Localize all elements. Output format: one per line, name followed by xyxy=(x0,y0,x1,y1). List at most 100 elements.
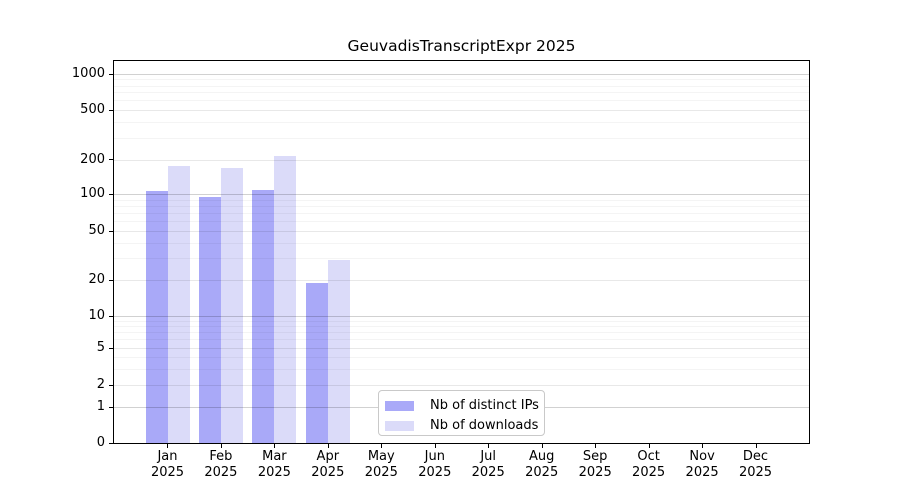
x-tick-month: Jul xyxy=(480,449,497,464)
grid-line xyxy=(114,258,809,260)
x-tick-mark xyxy=(328,444,329,448)
x-tick-mark xyxy=(649,444,650,448)
grid-line xyxy=(114,243,809,244)
x-tick-mark xyxy=(274,444,275,448)
x-tick-mark xyxy=(595,444,596,448)
x-tick-year: 2025 xyxy=(311,464,345,480)
y-tick-mark xyxy=(109,280,113,281)
x-tick-year: 2025 xyxy=(364,464,398,480)
x-tick-month: Mar xyxy=(262,449,287,464)
y-tick-label: 2 xyxy=(96,377,105,393)
x-tick-month: Nov xyxy=(689,449,715,464)
x-tick-mark xyxy=(702,444,703,448)
y-tick-mark xyxy=(109,231,113,232)
grid-line xyxy=(114,221,809,223)
x-tick-year: 2025 xyxy=(418,464,452,480)
x-tick-month: Apr xyxy=(316,449,340,464)
x-tick-year: 2025 xyxy=(150,464,185,480)
x-tick-month: May xyxy=(367,449,395,464)
x-tick-mark xyxy=(542,444,543,448)
x-tick-label-feb: Feb 2025 xyxy=(193,449,249,480)
x-tick-label-aug: Aug 2025 xyxy=(514,449,570,480)
x-tick-year: 2025 xyxy=(578,464,612,480)
x-tick-month: Jan xyxy=(157,449,178,464)
x-tick-year: 2025 xyxy=(632,464,666,480)
legend-swatch-distinct-ips xyxy=(385,401,414,411)
x-tick-mark xyxy=(167,444,168,448)
grid-line xyxy=(114,315,809,317)
bar-feb-distinct-ips xyxy=(198,197,221,443)
grid-line xyxy=(114,100,809,102)
x-tick-label-oct: Oct 2025 xyxy=(621,449,677,480)
y-tick-mark xyxy=(109,159,113,160)
legend-item-downloads: Nb of downloads xyxy=(385,418,544,434)
y-tick-label: 500 xyxy=(80,101,105,117)
x-tick-month: Jun xyxy=(424,449,445,464)
grid-line xyxy=(114,385,809,387)
x-tick-month: Aug xyxy=(528,449,555,464)
grid-line xyxy=(114,109,809,111)
grid-line xyxy=(114,356,809,358)
x-tick-year: 2025 xyxy=(471,464,505,480)
x-tick-label-nov: Nov 2025 xyxy=(674,449,730,480)
y-tick-label: 5 xyxy=(96,339,105,355)
chart-title: GeuvadisTranscriptExpr 2025 xyxy=(347,37,576,55)
y-tick-mark xyxy=(109,110,113,111)
x-tick-label-apr: Apr 2025 xyxy=(300,449,356,480)
grid-line xyxy=(114,332,809,334)
y-tick-mark xyxy=(109,74,113,75)
grid-line xyxy=(114,194,809,196)
grid-line xyxy=(114,92,809,94)
y-tick-label: 10 xyxy=(88,307,105,323)
y-tick-label: 100 xyxy=(80,186,105,202)
grid-line xyxy=(114,368,809,370)
grid-line xyxy=(114,339,809,341)
y-tick-label: 50 xyxy=(88,223,105,239)
x-tick-year: 2025 xyxy=(257,464,291,480)
bar-feb-downloads xyxy=(220,167,243,443)
bar-apr-distinct-ips xyxy=(305,282,328,443)
x-tick-label-jun: Jun 2025 xyxy=(407,449,463,480)
x-tick-month: Oct xyxy=(637,449,660,464)
legend-label-distinct-ips: Nb of distinct IPs xyxy=(430,398,539,413)
x-tick-mark xyxy=(221,444,222,448)
grid-line xyxy=(114,325,809,327)
x-tick-label-dec: Dec 2025 xyxy=(728,449,784,480)
y-tick-mark xyxy=(109,348,113,349)
y-tick-label: 1000 xyxy=(71,65,105,81)
y-tick-label: 200 xyxy=(80,151,105,167)
x-tick-label-jul: Jul 2025 xyxy=(460,449,516,480)
grid-line xyxy=(114,159,809,161)
x-tick-year: 2025 xyxy=(525,464,559,480)
legend-item-distinct-ips: Nb of distinct IPs xyxy=(385,398,544,414)
bars-layer xyxy=(114,61,809,443)
x-tick-year: 2025 xyxy=(738,464,773,480)
grid-line xyxy=(114,279,809,281)
plot-area xyxy=(113,60,810,444)
y-tick-label: 1 xyxy=(96,399,105,415)
x-tick-year: 2025 xyxy=(204,464,238,480)
x-tick-mark xyxy=(435,444,436,448)
grid-line xyxy=(114,231,809,233)
grid-line xyxy=(114,206,809,208)
grid-layer xyxy=(114,61,809,443)
y-tick-mark xyxy=(109,316,113,317)
grid-line xyxy=(114,79,809,81)
y-tick-mark xyxy=(109,194,113,195)
legend-swatch-downloads xyxy=(385,421,414,431)
legend-label-downloads: Nb of downloads xyxy=(430,418,539,433)
x-tick-label-sep: Sep 2025 xyxy=(567,449,623,480)
bar-mar-distinct-ips xyxy=(252,189,275,443)
x-tick-year: 2025 xyxy=(685,464,719,480)
y-tick-mark xyxy=(109,407,113,408)
grid-line xyxy=(114,85,809,87)
bar-mar-downloads xyxy=(274,156,297,443)
y-tick-mark xyxy=(109,385,113,386)
bar-jan-distinct-ips xyxy=(145,190,168,443)
x-tick-month: Feb xyxy=(209,449,233,464)
x-tick-month: Sep xyxy=(582,449,608,464)
grid-line xyxy=(114,121,809,123)
x-tick-mark xyxy=(488,444,489,448)
bar-apr-downloads xyxy=(327,260,350,443)
